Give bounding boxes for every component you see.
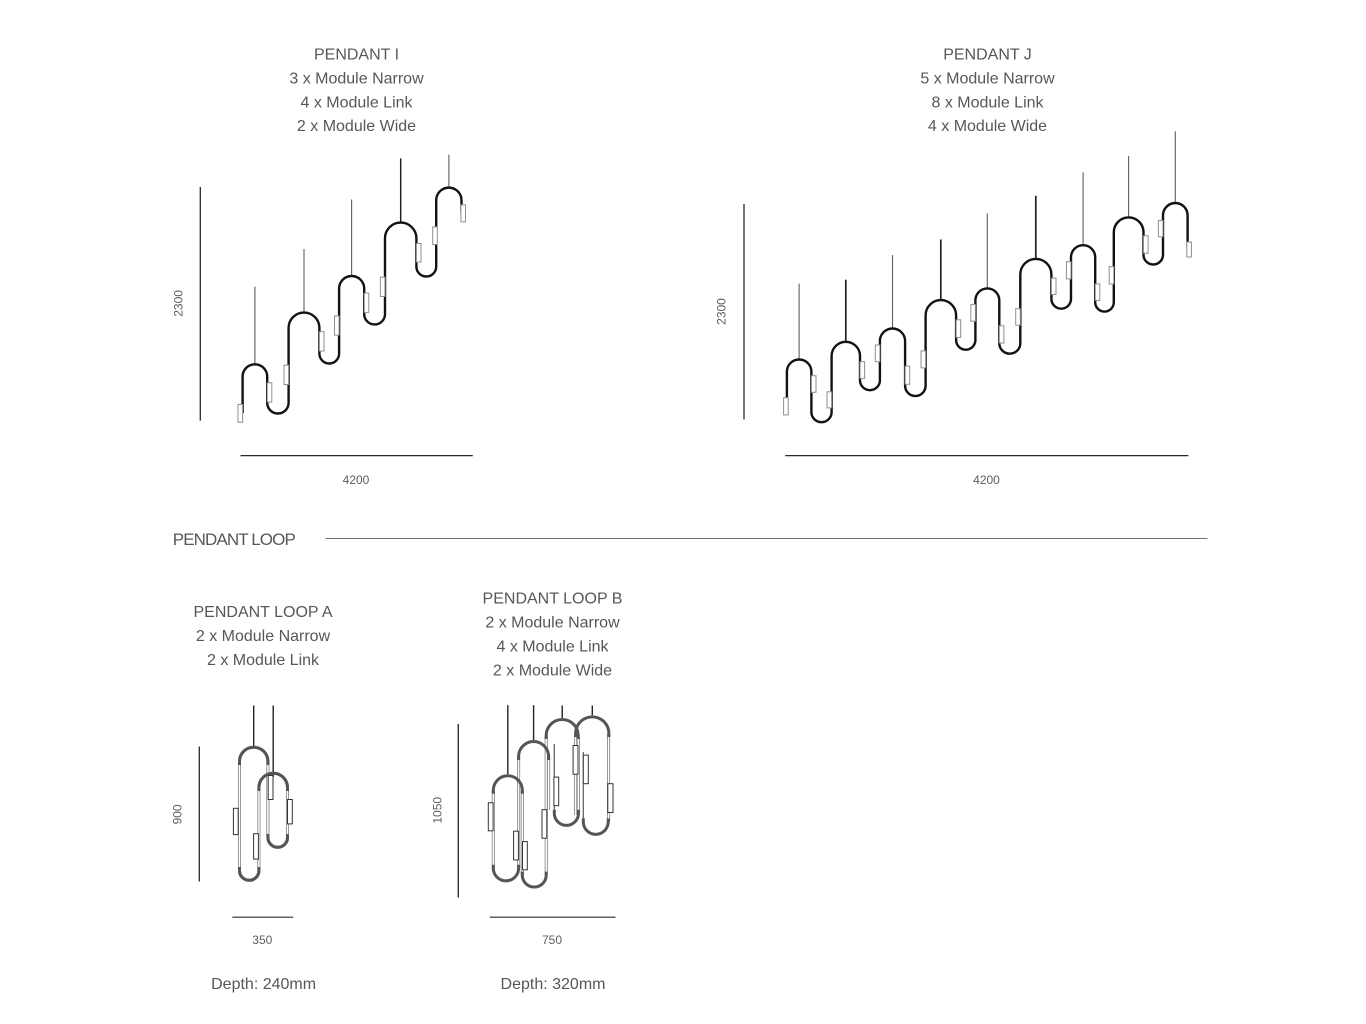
svg-text:PENDANT LOOP A: PENDANT LOOP A <box>193 604 332 621</box>
svg-text:4200: 4200 <box>343 473 370 487</box>
svg-text:2 x Module Narrow: 2 x Module Narrow <box>485 615 620 632</box>
svg-text:Depth: 320mm: Depth: 320mm <box>501 976 606 993</box>
svg-text:4 x Module Wide: 4 x Module Wide <box>928 118 1047 135</box>
svg-text:PENDANT LOOP: PENDANT LOOP <box>173 530 296 549</box>
svg-text:4 x Module Link: 4 x Module Link <box>300 94 413 111</box>
svg-text:350: 350 <box>252 933 272 947</box>
svg-text:4 x Module Link: 4 x Module Link <box>496 639 609 656</box>
svg-text:2300: 2300 <box>172 290 186 317</box>
svg-text:PENDANT J: PENDANT J <box>943 47 1032 64</box>
svg-text:2 x Module Wide: 2 x Module Wide <box>297 118 416 135</box>
svg-text:PENDANT I: PENDANT I <box>314 47 399 64</box>
svg-text:PENDANT LOOP B: PENDANT LOOP B <box>483 591 623 608</box>
svg-text:2 x Module Wide: 2 x Module Wide <box>493 663 612 680</box>
svg-text:2300: 2300 <box>715 298 729 325</box>
svg-text:900: 900 <box>170 804 184 824</box>
svg-text:5 x Module Narrow: 5 x Module Narrow <box>920 70 1055 87</box>
svg-text:2 x Module Narrow: 2 x Module Narrow <box>196 628 331 645</box>
svg-text:2 x Module Link: 2 x Module Link <box>207 652 320 669</box>
svg-text:750: 750 <box>542 933 562 947</box>
svg-text:4200: 4200 <box>973 473 1000 487</box>
svg-text:3 x Module Narrow: 3 x Module Narrow <box>289 70 424 87</box>
svg-text:8 x Module Link: 8 x Module Link <box>931 94 1044 111</box>
svg-text:1050: 1050 <box>431 797 445 824</box>
svg-text:Depth: 240mm: Depth: 240mm <box>211 976 316 993</box>
